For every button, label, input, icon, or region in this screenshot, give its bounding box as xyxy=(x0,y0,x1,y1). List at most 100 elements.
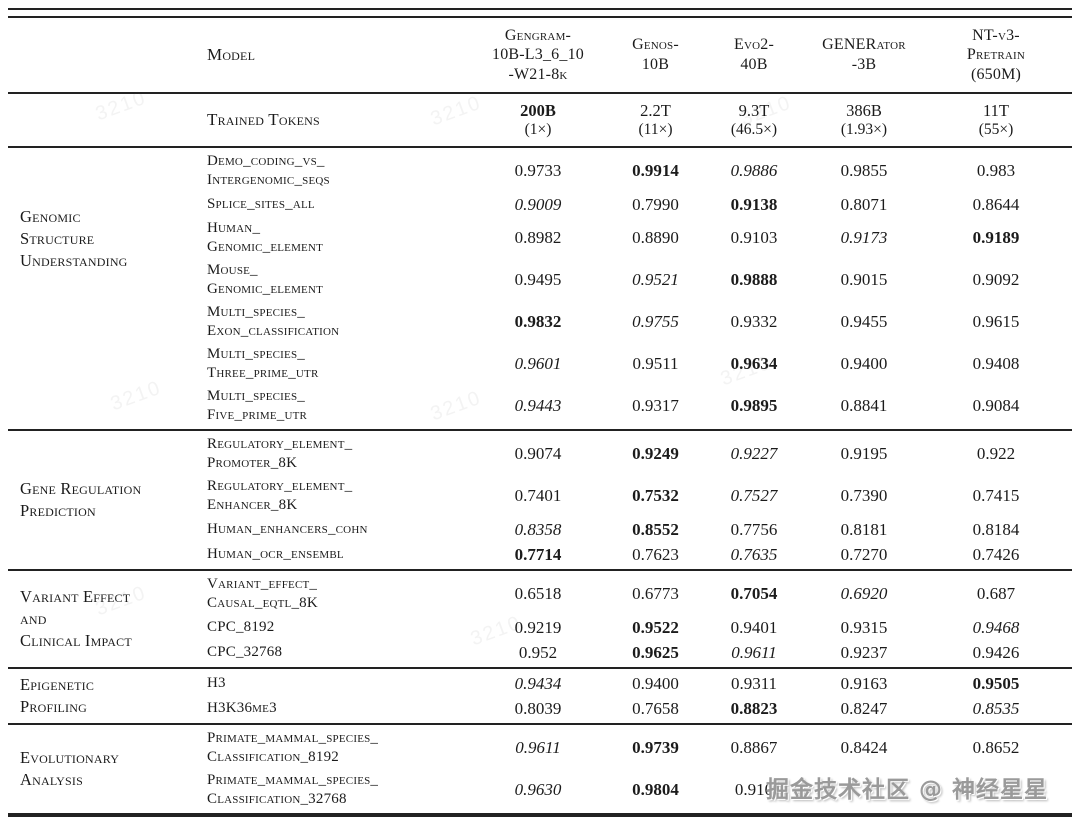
table-row: CPC_32768 0.952 0.9625 0.9611 0.9237 0.9426 xyxy=(198,640,1072,665)
table-row: Mouse_ Genomic_element 0.9495 0.9521 0.9888… xyxy=(198,259,1072,301)
trained-tokens-nt-v3: 11T (55×) xyxy=(928,101,1064,139)
table-row: Demo_coding_vs_ Intergenomic_seqs 0.9733 0… xyxy=(198,150,1072,192)
table-row: Variant_effect_ Causal_eqtl_8K 0.6518 0.67… xyxy=(198,573,1072,615)
metric-value: 0.7658 xyxy=(632,698,679,718)
table-row: Human_ Genomic_element 0.8982 0.8890 0.9103… xyxy=(198,217,1072,259)
table-row: Multi_species_ Three_prime_utr 0.9601 0.95… xyxy=(198,343,1072,385)
section-separator-rule xyxy=(8,429,1072,431)
metric-value: 0.8982 xyxy=(514,228,562,247)
metric-value: 0.9630 xyxy=(514,780,562,799)
table-row: CPC_8192 0.9219 0.9522 0.9401 0.9315 0.9468 xyxy=(198,615,1072,640)
metric-value: 0.7532 xyxy=(632,486,679,505)
metric-value: 0.9103 xyxy=(730,228,778,247)
metric-value: 0.9426 xyxy=(972,642,1020,662)
metric-value: 0.8181 xyxy=(840,519,888,539)
table-row: Primate_mammal_species_ Classification_3… xyxy=(198,769,1072,811)
category-label: Variant Effect and Clinical Impact xyxy=(20,587,132,650)
table-row: H3K36me3 0.8039 0.7658 0.8823 0.8247 0.8535 xyxy=(198,696,1072,721)
metric-value: 0.9611 xyxy=(731,642,777,662)
table-row: Human_enhancers_cohn 0.8358 0.8552 0.7756 0.… xyxy=(198,517,1072,542)
column-header-generator: GENERator -3B xyxy=(822,36,906,73)
metric-value: 0.6518 xyxy=(514,584,562,603)
metric-value: 0.9733 xyxy=(514,161,562,180)
metric-value: 0.7635 xyxy=(730,544,778,564)
tokens-separator-rule xyxy=(8,146,1072,148)
metric-value: 0.9015 xyxy=(840,270,888,289)
metric-value: 0.7054 xyxy=(730,584,778,603)
token-multiplier: (46.5×) xyxy=(730,120,778,138)
metric-value: 0.9084 xyxy=(972,396,1020,415)
metric-value: 0.8535 xyxy=(972,698,1020,718)
metric-value: 0.9138 xyxy=(730,194,778,214)
metric-value: 0.9332 xyxy=(730,312,778,331)
metric-value: 0.9615 xyxy=(972,312,1020,331)
metric-value: 0.7415 xyxy=(972,486,1020,505)
task-label: Demo_coding_vs_ Intergenomic_seqs xyxy=(207,152,330,189)
task-label: CPC_8192 xyxy=(207,618,275,635)
task-label: Regulatory_element_ Promoter_8K xyxy=(207,435,353,472)
trained-tokens-label: Trained Tokens xyxy=(207,110,320,129)
token-multiplier: (11×) xyxy=(638,120,673,138)
table-row: Multi_species_ Five_prime_utr 0.9443 0.931… xyxy=(198,385,1072,427)
task-label: Human_enhancers_cohn xyxy=(207,520,368,537)
metric-value: 0.7623 xyxy=(632,544,679,564)
section-separator-rule xyxy=(8,723,1072,725)
token-count: 11T xyxy=(983,101,1009,121)
metric-value: 0.8247 xyxy=(840,698,888,718)
task-label: CPC_32768 xyxy=(207,643,283,660)
metric-value: 0.6773 xyxy=(632,584,679,603)
metric-value: 0.8071 xyxy=(840,194,888,214)
metric-value: 0.9219 xyxy=(514,617,562,637)
token-multiplier: (55×) xyxy=(978,120,1014,138)
site-watermark: 掘金技术社区 @ 神经星星 xyxy=(766,777,1049,803)
section-rows: Variant_effect_ Causal_eqtl_8K 0.6518 0.67… xyxy=(198,571,1072,667)
metric-value: 0.8823 xyxy=(730,698,778,718)
metric-value: 0.9443 xyxy=(514,396,562,415)
metric-value: 0.8867 xyxy=(730,738,778,757)
metric-value: 0.9886 xyxy=(730,161,778,180)
column-header-evo2: Evo2- 40B xyxy=(734,36,774,73)
metric-value: 0.7270 xyxy=(840,544,888,564)
section-rows: Demo_coding_vs_ Intergenomic_seqs 0.9733 0… xyxy=(198,148,1072,429)
metric-value: 0.7401 xyxy=(514,486,562,505)
metric-value: 0.9468 xyxy=(972,617,1020,637)
task-label: Mouse_ Genomic_element xyxy=(207,261,324,298)
metric-value: 0.9092 xyxy=(972,270,1020,289)
token-count: 2.2T xyxy=(640,101,671,121)
benchmark-section: Epigenetic Profiling H3 0.9434 0.9400 0.9311… xyxy=(8,669,1072,723)
metric-value: 0.7390 xyxy=(840,486,888,505)
table-row: Regulatory_element_ Promoter_8K 0.9074 0.9… xyxy=(198,433,1072,475)
table-row: Multi_species_ Exon_classification 0.9832… xyxy=(198,301,1072,343)
metric-value: 0.8039 xyxy=(514,698,562,718)
metric-value: 0.9237 xyxy=(840,642,888,662)
metric-value: 0.9408 xyxy=(972,354,1020,373)
section-rows: H3 0.9434 0.9400 0.9311 0.9163 0.9505 H3K36me3… xyxy=(198,669,1072,723)
header-separator-rule xyxy=(8,92,1072,94)
metric-value: 0.9009 xyxy=(514,194,562,214)
metric-value: 0.9755 xyxy=(632,312,679,331)
metric-value: 0.9317 xyxy=(632,396,679,415)
metric-value: 0.9611 xyxy=(515,738,561,757)
metric-value: 0.9434 xyxy=(514,673,562,693)
metric-value: 0.9401 xyxy=(730,617,778,637)
metric-value: 0.7990 xyxy=(632,194,679,214)
table-row: Splice_sites_all 0.9009 0.7990 0.9138 0.8071… xyxy=(198,192,1072,217)
task-label: Human_ Genomic_element xyxy=(207,219,324,256)
category-label: Evolutionary Analysis xyxy=(20,748,120,789)
trained-tokens-row: Trained Tokens 200B (1×) 2.2T (11×) 9.3T… xyxy=(8,94,1072,146)
metric-value: 0.9832 xyxy=(514,312,562,331)
metric-value: 0.8652 xyxy=(972,738,1020,757)
metric-value: 0.9804 xyxy=(632,780,679,799)
metric-value: 0.9227 xyxy=(730,444,778,463)
trained-tokens-gengram: 200B (1×) xyxy=(473,101,603,139)
metric-value: 0.9315 xyxy=(840,617,888,637)
task-label: Multi_species_ Three_prime_utr xyxy=(207,345,319,382)
task-label: Primate_mammal_species_ Classification_8… xyxy=(207,729,379,766)
table-top-rule xyxy=(8,8,1072,18)
benchmark-section: Genomic Structure Understanding Demo_codi… xyxy=(8,148,1072,429)
metric-value: 0.9895 xyxy=(730,396,778,415)
task-label: H3K36me3 xyxy=(207,699,277,716)
metric-value: 0.9522 xyxy=(632,617,679,637)
column-header-nt-v3: NT-v3- Pretrain (650M) xyxy=(966,26,1026,83)
table-row: Human_ocr_ensembl 0.7714 0.7623 0.7635 0.727… xyxy=(198,542,1072,567)
